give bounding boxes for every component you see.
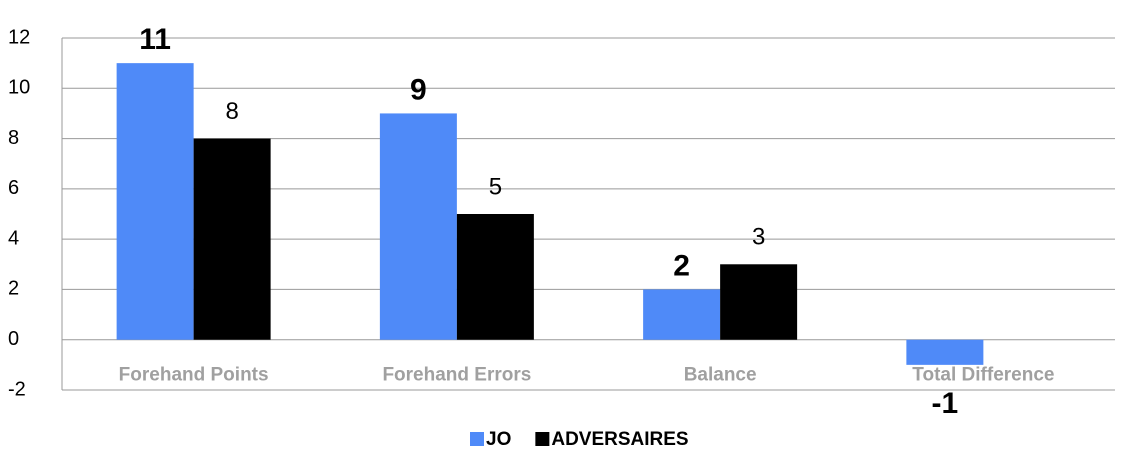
x-tick-label: Forehand Points (119, 365, 269, 386)
bar (720, 264, 798, 340)
data-label: 11 (139, 23, 171, 56)
bar (906, 339, 984, 365)
y-tick-label: 6 (8, 177, 19, 199)
x-tick-label: Total Difference (912, 365, 1054, 386)
legend-label: JO (486, 429, 511, 450)
data-label: 3 (752, 224, 765, 251)
y-tick-label: -2 (8, 378, 26, 400)
bar (456, 214, 534, 340)
y-tick-label: 0 (8, 328, 19, 350)
y-tick-label: 10 (8, 77, 30, 99)
data-label: 2 (673, 249, 690, 282)
legend-swatch (535, 432, 550, 446)
data-label: 5 (489, 173, 502, 200)
data-label: -1 (932, 387, 959, 420)
y-tick-label: 4 (8, 227, 19, 249)
y-tick-label: 2 (8, 278, 19, 300)
legend-label: ADVERSAIRES (551, 429, 688, 450)
bar (193, 138, 271, 340)
bar (643, 289, 721, 340)
legend-swatch (470, 432, 484, 446)
bar (116, 63, 194, 340)
x-tick-label: Balance (684, 365, 757, 386)
data-label: 9 (410, 73, 427, 106)
bar (379, 113, 457, 340)
y-tick-label: 8 (8, 127, 19, 149)
data-label: 8 (225, 98, 238, 125)
y-tick-label: 12 (8, 26, 30, 48)
x-tick-label: Forehand Errors (382, 365, 531, 386)
